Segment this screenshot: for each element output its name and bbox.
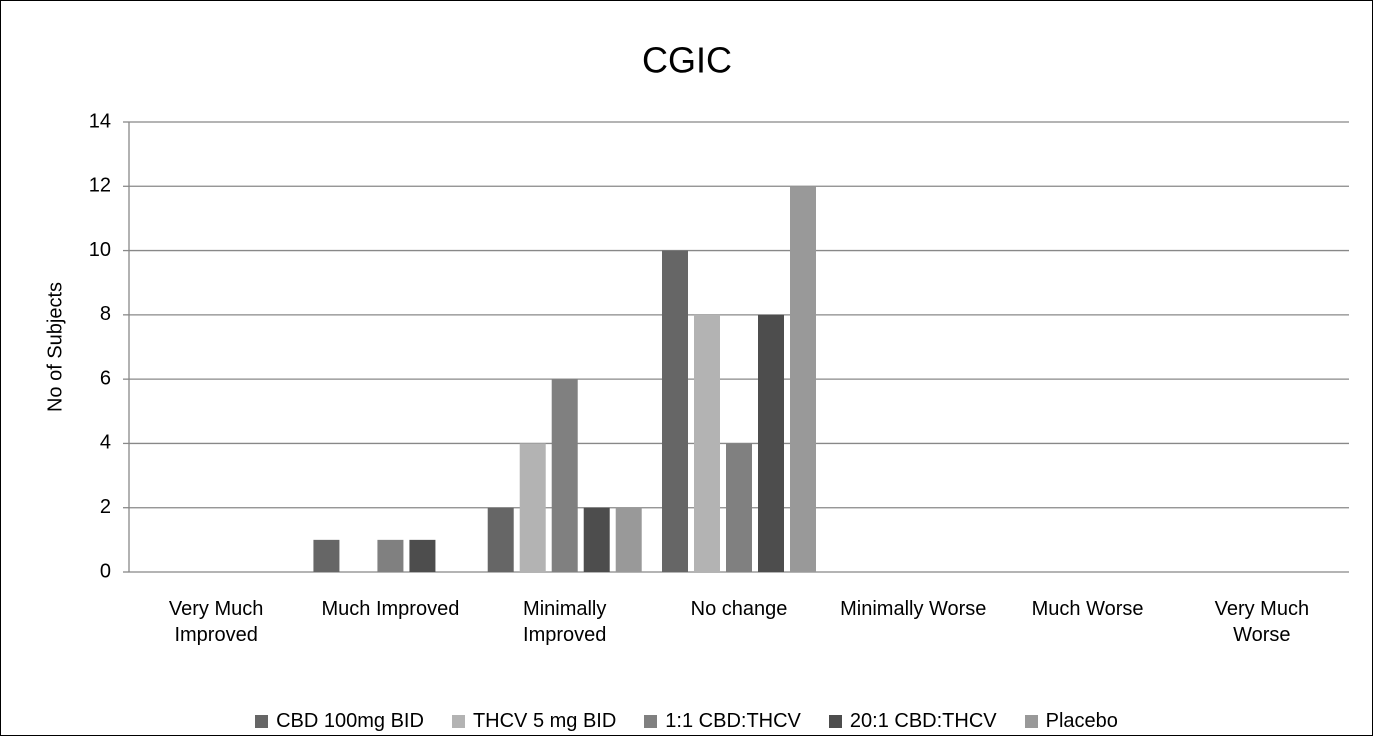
y-tick-label: 6 [100,367,111,389]
x-tick-label: No change [690,598,788,620]
x-tick-label: Much Worse [1031,598,1144,620]
x-tick-label: Very Much Worse [1214,598,1310,646]
legend-item: Placebo [1024,710,1118,733]
bar [662,250,688,573]
y-tick-label: 10 [89,239,111,261]
bar [409,539,436,572]
legend-swatch [451,715,465,728]
x-tick-label: Minimally Worse [840,598,987,620]
legend-swatch [828,715,842,728]
legend-swatch [644,715,658,728]
bar [615,507,642,572]
bar [313,539,340,572]
bar [694,314,720,572]
legend-item: CBD 100mg BID [255,710,424,733]
legend-label: THCV 5 mg BID [472,710,617,732]
y-tick-label: 12 [89,175,111,197]
bar [519,443,546,572]
x-tick-label: Much Improved [321,598,460,620]
legend-label: CBD 100mg BID [276,710,424,732]
legend-swatch [1024,715,1038,728]
bar [377,539,404,572]
bar [487,507,514,572]
y-tick-label: 8 [100,303,111,325]
legend-item: 1:1 CBD:THCV [644,710,801,733]
legend-label: Placebo [1045,710,1118,732]
bar [790,186,816,573]
y-tick-label: 14 [89,110,111,132]
bar [583,507,610,572]
legend-swatch [255,715,269,728]
chart-title: CGIC [642,40,732,81]
x-tick-label: Minimally Improved [523,598,607,646]
bar [551,379,578,572]
legend-item: THCV 5 mg BID [451,710,617,733]
y-tick-label: 4 [100,432,111,454]
legend-item: 20:1 CBD:THCV [828,710,997,733]
legend: CBD 100mg BID THCV 5 mg BID 1:1 CBD:THCV 20… [1,710,1372,733]
y-axis-label: No of Subjects [44,282,66,412]
y-tick-label: 2 [100,496,111,518]
x-tick-label: Very Much Improved [168,598,264,646]
legend-label: 20:1 CBD:THCV [849,710,997,732]
y-tick-label: 0 [100,560,111,582]
legend-label: 1:1 CBD:THCV [665,710,801,732]
bar [758,314,784,572]
bar [726,443,752,572]
